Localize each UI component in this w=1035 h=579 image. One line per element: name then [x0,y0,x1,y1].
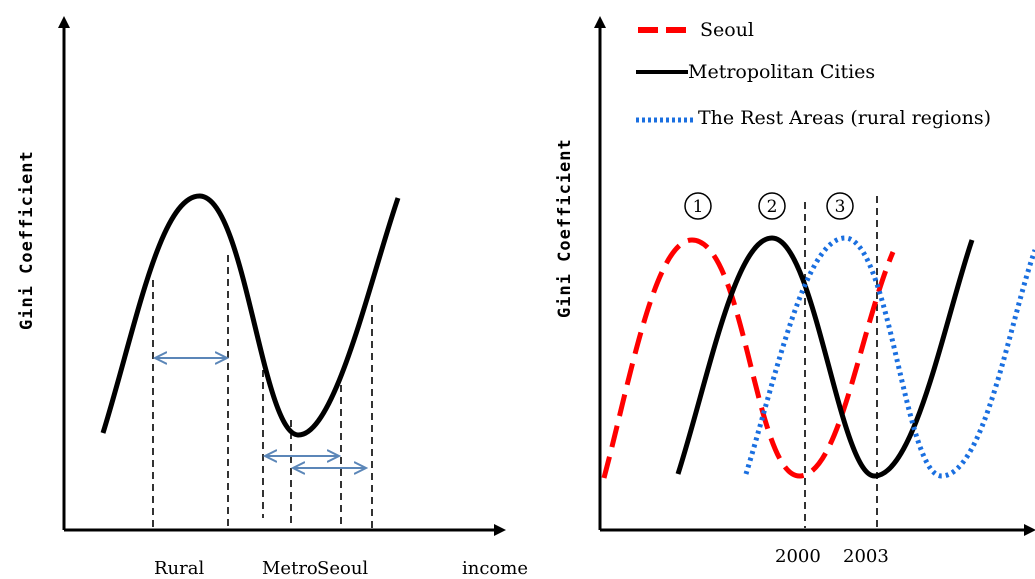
left-panel: Gini Coefficient Rural Metro Seoul incom… [17,16,528,579]
rest-areas-curve [743,235,1035,479]
right-panel: Gini Coefficient Seoul Metropolitan Citi… [555,16,1035,567]
svg-text:3: 3 [835,197,846,217]
legend-label-seoul: Seoul [700,19,754,41]
year-label-2000: 2000 [775,546,821,567]
phase-marker-1: 1 [684,192,712,220]
x-label-metro: Metro [262,558,318,579]
left-y-axis-label: Gini Coefficient [17,150,37,330]
x-label-rural: Rural [154,558,204,579]
legend-label-metropolitan: Metropolitan Cities [688,61,875,83]
left-gini-curve [100,193,401,438]
legend-item-seoul: Seoul [638,19,754,41]
legend: Seoul Metropolitan Cities The Rest Areas… [636,19,991,129]
metropolitan-curve [675,235,975,479]
phase-marker-2: 2 [758,192,786,220]
legend-item-rest-areas: The Rest Areas (rural regions) [636,107,991,129]
svg-text:1: 1 [693,197,704,217]
x-label-seoul: Seoul [317,558,368,579]
year-label-2003: 2003 [843,546,889,567]
phase-markers: 1 2 3 [684,192,854,220]
seoul-curve [601,237,896,479]
phase-marker-3: 3 [826,192,854,220]
year-guides [804,196,878,528]
svg-text:2: 2 [767,197,778,217]
legend-label-rest-areas: The Rest Areas (rural regions) [698,107,991,129]
left-dashed-guides [152,255,373,528]
right-y-axis-label: Gini Coefficient [555,138,575,318]
left-x-axis-label: income [462,558,528,579]
left-range-arrows [155,358,366,468]
legend-item-metropolitan: Metropolitan Cities [636,61,875,83]
